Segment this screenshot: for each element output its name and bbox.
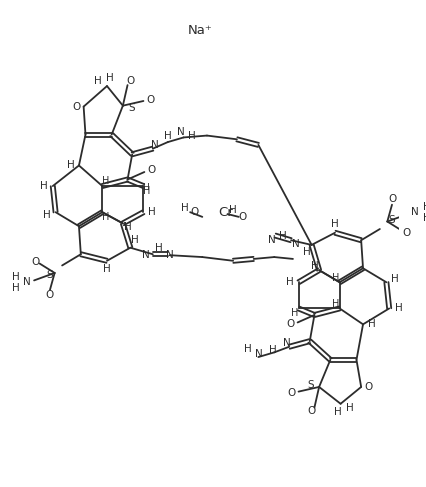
Text: H: H <box>142 184 149 192</box>
Text: H: H <box>144 186 151 196</box>
Text: O: O <box>402 228 410 238</box>
Text: O: O <box>45 290 53 300</box>
Text: H: H <box>102 212 110 222</box>
Text: H: H <box>423 213 426 223</box>
Text: O: O <box>72 102 80 112</box>
Text: H: H <box>155 243 162 253</box>
Text: H: H <box>286 277 294 287</box>
Text: O: O <box>239 212 247 222</box>
Text: S: S <box>128 103 135 112</box>
Text: H: H <box>331 219 339 229</box>
Text: H: H <box>12 283 19 293</box>
Text: H: H <box>66 161 75 170</box>
Text: O: O <box>389 194 397 204</box>
Text: Cr: Cr <box>218 206 233 219</box>
Text: O: O <box>308 406 316 416</box>
Text: H: H <box>303 247 311 257</box>
Text: O: O <box>147 95 155 105</box>
Text: Na⁺: Na⁺ <box>188 24 213 37</box>
Text: H: H <box>279 230 287 241</box>
Text: N: N <box>177 127 185 137</box>
Text: H: H <box>346 403 354 413</box>
Text: N: N <box>256 349 263 359</box>
Text: H: H <box>311 262 318 271</box>
Text: H: H <box>334 407 342 417</box>
Text: H: H <box>148 207 156 217</box>
Text: H: H <box>131 235 139 245</box>
Text: N: N <box>292 239 299 249</box>
Text: S: S <box>389 215 395 225</box>
Text: H: H <box>124 222 131 232</box>
Text: H: H <box>332 299 340 309</box>
Text: O: O <box>287 388 295 397</box>
Text: O: O <box>148 165 156 175</box>
Text: H: H <box>103 264 111 274</box>
Text: H: H <box>291 308 299 318</box>
Text: N: N <box>142 250 150 260</box>
Text: S: S <box>308 380 314 390</box>
Text: H: H <box>12 272 19 281</box>
Text: H: H <box>106 73 114 83</box>
Text: N: N <box>166 250 173 260</box>
Text: H: H <box>394 303 403 314</box>
Text: H: H <box>164 131 172 141</box>
Text: H: H <box>268 345 276 355</box>
Text: N: N <box>268 235 275 245</box>
Text: O: O <box>126 76 135 86</box>
Text: N: N <box>412 207 419 217</box>
Text: H: H <box>40 181 47 191</box>
Text: O: O <box>191 207 199 217</box>
Text: H: H <box>188 131 196 141</box>
Text: H: H <box>102 176 110 187</box>
Text: N: N <box>151 140 158 150</box>
Text: H: H <box>423 202 426 211</box>
Text: O: O <box>286 319 294 329</box>
Text: N: N <box>23 277 31 287</box>
Text: H: H <box>181 203 188 212</box>
Text: H: H <box>229 206 237 215</box>
Text: H: H <box>391 275 399 284</box>
Text: H: H <box>94 76 101 86</box>
Text: S: S <box>47 270 53 280</box>
Text: O: O <box>32 257 40 267</box>
Text: H: H <box>43 210 51 220</box>
Text: O: O <box>365 382 373 392</box>
Text: N: N <box>283 338 291 348</box>
Text: H: H <box>368 319 375 329</box>
Text: H: H <box>332 273 340 282</box>
Text: H: H <box>244 344 252 354</box>
